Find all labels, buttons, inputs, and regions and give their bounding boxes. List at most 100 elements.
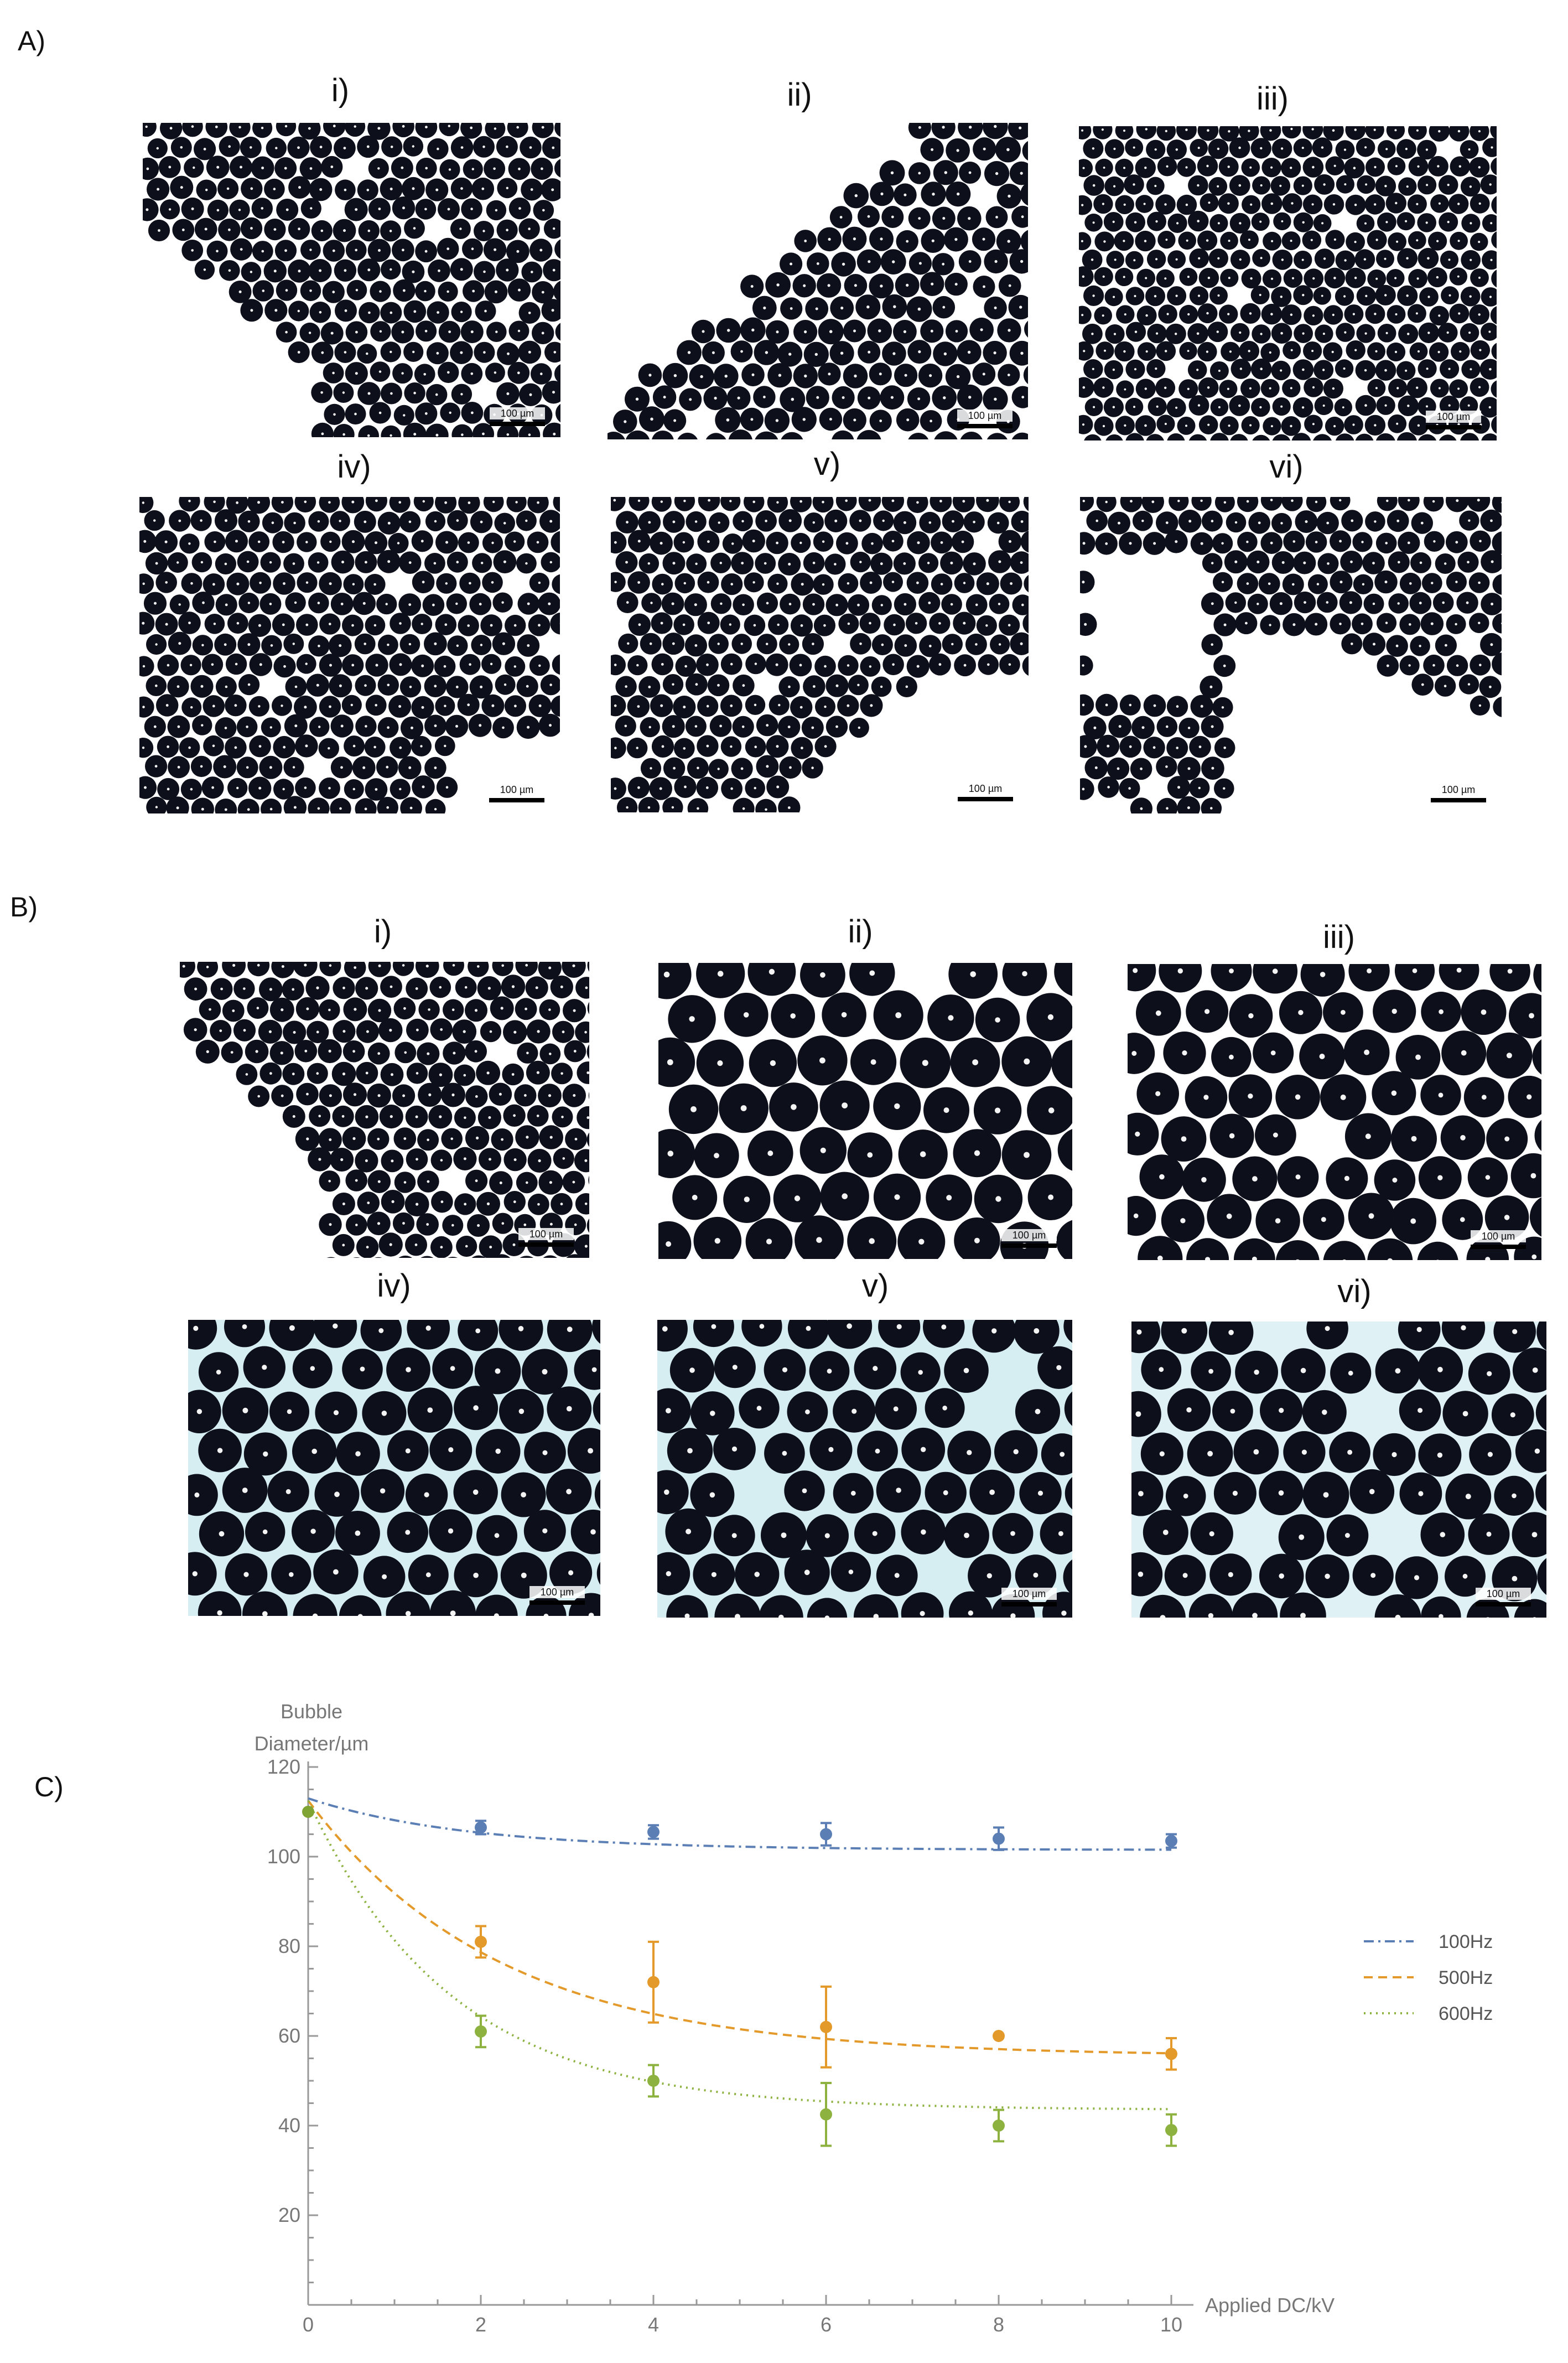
bubble-highlight xyxy=(460,146,464,149)
bubble-highlight xyxy=(968,396,972,399)
bubble xyxy=(555,323,560,341)
bubble-highlight xyxy=(281,501,284,504)
bubble-highlight xyxy=(1175,258,1178,261)
bubble-highlight xyxy=(1387,1258,1393,1260)
bubble-highlight xyxy=(494,1613,499,1616)
bubble xyxy=(458,497,480,514)
bubble-highlight xyxy=(412,350,415,354)
bubble-highlight xyxy=(305,623,309,626)
bubble-highlight xyxy=(422,500,425,503)
scale-bar: 100 µm xyxy=(1001,1588,1057,1607)
scale-bar-label: 100 µm xyxy=(1001,1588,1057,1600)
bubble-highlight xyxy=(1417,424,1420,427)
bubble-highlight xyxy=(309,289,312,292)
bubble-highlight xyxy=(1007,240,1010,243)
bubble-highlight xyxy=(1320,972,1326,977)
bubble-highlight xyxy=(1144,167,1147,169)
bubble-highlight xyxy=(250,187,253,190)
bubble xyxy=(555,403,560,423)
bubble xyxy=(471,1255,486,1258)
bubble-highlight xyxy=(1187,727,1191,729)
bubble-highlight xyxy=(543,1614,549,1616)
panel-letter-b: B) xyxy=(10,892,38,923)
bubble-highlight xyxy=(284,167,287,170)
bubble-highlight xyxy=(636,664,639,667)
bubble-highlight xyxy=(1438,202,1441,205)
bubble-highlight xyxy=(1094,766,1098,769)
bubble-highlight xyxy=(511,985,515,988)
bubble-highlight xyxy=(1145,277,1148,279)
bubble-highlight xyxy=(176,806,179,810)
bubble-field xyxy=(139,497,560,813)
bubble-highlight xyxy=(1117,767,1120,770)
bubble-highlight xyxy=(177,725,180,728)
bubble-highlight xyxy=(948,1015,954,1021)
bubble-highlight xyxy=(1375,350,1378,353)
bubble-highlight xyxy=(389,230,392,232)
bubble-highlight xyxy=(320,229,324,232)
bubble-highlight xyxy=(872,1531,878,1536)
bubble-highlight xyxy=(549,1222,553,1226)
bubble-highlight xyxy=(822,500,824,504)
bubble-highlight xyxy=(415,1115,418,1118)
bubble-highlight xyxy=(351,500,355,504)
bubble-highlight xyxy=(756,1406,762,1411)
bubble-highlight xyxy=(650,767,652,770)
bubble-highlight xyxy=(687,1448,693,1454)
bubble-highlight xyxy=(1013,1449,1019,1454)
bubble-highlight xyxy=(1490,519,1493,522)
bubble-highlight xyxy=(961,540,964,543)
bubble-highlight xyxy=(637,581,640,584)
bubble-highlight xyxy=(1228,1330,1234,1335)
bubble-highlight xyxy=(373,583,376,586)
bubble xyxy=(1534,1120,1541,1151)
bubble-highlight xyxy=(590,1529,596,1535)
bubble-highlight xyxy=(412,145,414,148)
bubble-highlight xyxy=(667,1059,673,1065)
bubble-highlight xyxy=(513,1114,516,1117)
bubble xyxy=(608,432,625,439)
bubble-highlight xyxy=(1442,601,1445,604)
data-point-500Hz xyxy=(647,1976,660,1988)
bubble-highlight xyxy=(841,1012,847,1018)
bubble-highlight xyxy=(1478,704,1482,707)
bubble-highlight xyxy=(1325,1326,1330,1331)
bubble-highlight xyxy=(1133,406,1135,408)
bubble-highlight xyxy=(1093,726,1097,729)
bubble xyxy=(1176,126,1197,141)
bubble-highlight xyxy=(940,583,943,585)
bubble-highlight xyxy=(516,250,520,253)
bubble-highlight xyxy=(1437,1452,1443,1458)
bubble-highlight xyxy=(1385,221,1388,224)
bubble xyxy=(1375,433,1395,441)
bubble-highlight xyxy=(499,1182,502,1184)
bubble-highlight xyxy=(352,744,356,748)
bubble-highlight xyxy=(904,603,907,606)
bubble-highlight xyxy=(799,706,803,709)
bubble-highlight xyxy=(1155,367,1157,370)
bubble-highlight xyxy=(1312,314,1315,317)
bubble-highlight xyxy=(880,562,883,566)
bubble-highlight xyxy=(754,662,757,665)
bubble xyxy=(439,123,460,137)
bubble-highlight xyxy=(1416,203,1419,205)
bubble-highlight xyxy=(500,1007,503,1010)
bubble-highlight xyxy=(225,603,228,607)
bubble-highlight xyxy=(998,603,1001,605)
bubble-highlight xyxy=(1060,1452,1065,1457)
bubble-highlight xyxy=(1185,424,1187,427)
bubble-highlight xyxy=(420,540,424,543)
bubble-highlight xyxy=(1105,703,1108,707)
bubble-highlight xyxy=(1290,387,1292,390)
bubble-highlight xyxy=(1103,167,1105,169)
bubble-highlight xyxy=(1332,313,1335,317)
bubble-highlight xyxy=(1155,1091,1161,1096)
bubble-highlight xyxy=(404,1051,407,1054)
bubble-highlight xyxy=(1021,396,1025,398)
bubble xyxy=(400,797,422,813)
bubble-highlight xyxy=(1416,239,1419,242)
bubble-highlight xyxy=(1166,807,1169,810)
bubble xyxy=(1208,1322,1254,1355)
bubble-highlight xyxy=(1234,521,1238,524)
